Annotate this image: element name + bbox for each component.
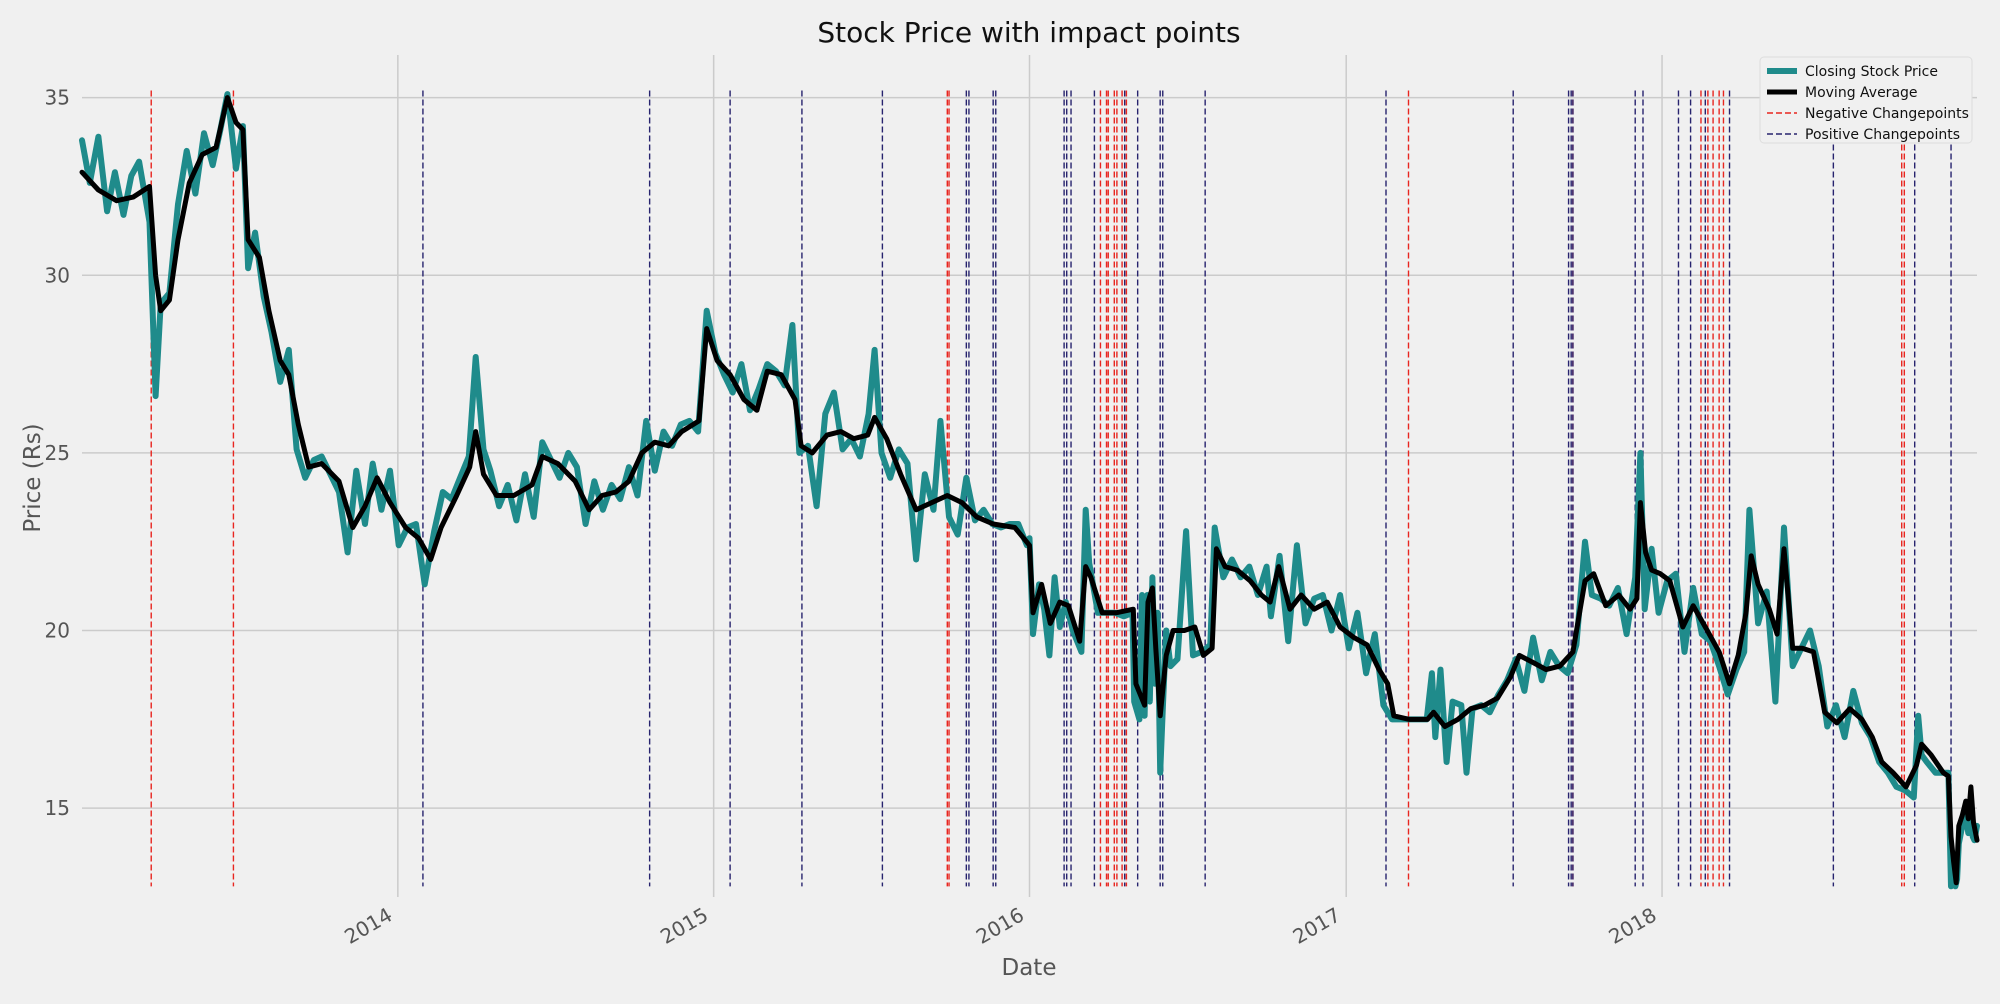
legend: Closing Stock Price Moving Average Negativ… xyxy=(1759,56,1973,144)
y-tick-label: 25 xyxy=(45,441,70,465)
legend-label: Negative Changepoints xyxy=(1805,106,1969,122)
moving-average-line xyxy=(79,95,1980,886)
legend-label: Closing Stock Price xyxy=(1805,64,1938,80)
grid xyxy=(82,55,1977,897)
y-tick-label: 20 xyxy=(45,619,70,643)
y-tick-label: 30 xyxy=(45,263,70,287)
legend-box xyxy=(1759,56,1973,144)
legend-label: Positive Changepoints xyxy=(1805,127,1960,143)
series-lines xyxy=(79,91,1980,890)
chart-title: Stock Price with impact points xyxy=(817,16,1240,49)
y-tick-label: 15 xyxy=(45,796,70,820)
x-axis-label: Date xyxy=(1002,955,1057,981)
y-axis-label: Price (Rs) xyxy=(20,423,46,532)
y-tick-label: 35 xyxy=(45,86,70,110)
legend-label: Moving Average xyxy=(1805,85,1918,101)
